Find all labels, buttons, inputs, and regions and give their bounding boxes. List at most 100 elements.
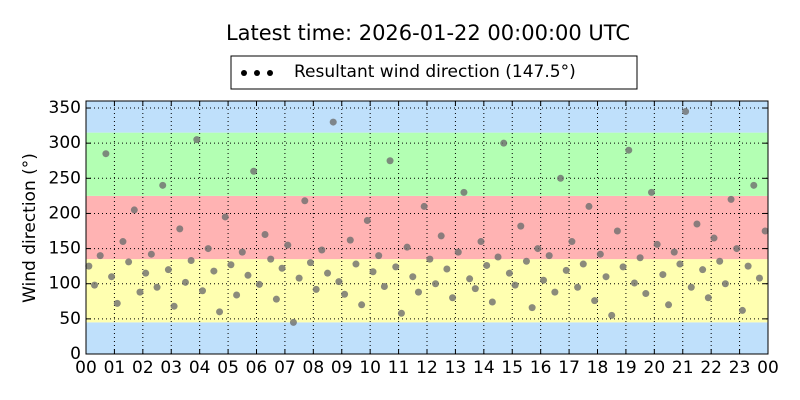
data-point (187, 257, 195, 265)
data-point (108, 273, 116, 281)
chart-title: Latest time: 2026-01-22 00:00:00 UTC (226, 21, 630, 45)
data-point (443, 265, 451, 273)
data-point (392, 263, 400, 271)
data-point (437, 232, 445, 240)
data-point (96, 252, 104, 260)
data-point (682, 108, 690, 116)
data-point (85, 262, 93, 270)
data-point (721, 280, 729, 288)
y-tick-label: 150 (49, 239, 81, 259)
data-point (488, 298, 496, 306)
data-point (466, 275, 474, 283)
data-point (687, 283, 695, 291)
data-point (238, 248, 246, 256)
data-point (255, 280, 263, 288)
data-point (534, 245, 542, 253)
data-point (136, 288, 144, 296)
data-point (693, 220, 701, 228)
data-point (176, 225, 184, 233)
x-tick-label: 05 (217, 358, 239, 378)
data-point (426, 255, 434, 263)
legend-marker (254, 70, 260, 76)
x-tick-label: 11 (388, 358, 410, 378)
data-point (761, 227, 769, 235)
data-point (414, 288, 422, 296)
data-point (585, 202, 593, 210)
data-point (164, 266, 172, 274)
data-point (522, 257, 530, 265)
data-point (494, 253, 502, 261)
data-point (625, 146, 633, 154)
data-point (716, 257, 724, 265)
x-tick-label: 10 (359, 358, 381, 378)
band (86, 132, 768, 196)
data-point (227, 261, 235, 269)
data-point (511, 281, 519, 289)
data-point (619, 263, 627, 271)
data-point (159, 181, 167, 189)
x-tick-label: 22 (700, 358, 722, 378)
x-tick-label: 12 (416, 358, 438, 378)
data-point (528, 304, 536, 312)
band (86, 322, 768, 354)
data-point (284, 241, 292, 249)
data-point (199, 287, 207, 295)
data-point (181, 278, 189, 286)
data-point (119, 238, 127, 246)
data-point (551, 288, 559, 296)
data-point (738, 306, 746, 314)
x-tick-label: 16 (530, 358, 552, 378)
data-point (602, 273, 610, 281)
x-tick-label: 03 (160, 358, 182, 378)
data-point (653, 240, 661, 248)
data-point (483, 261, 491, 269)
data-point (409, 273, 417, 281)
data-point (306, 259, 314, 267)
x-tick-label: 20 (644, 358, 666, 378)
data-point (517, 222, 525, 230)
data-point (250, 167, 258, 175)
y-tick-label: 300 (49, 133, 81, 153)
x-tick-label: 18 (587, 358, 609, 378)
x-tick-label: 01 (104, 358, 126, 378)
legend-marker (241, 70, 247, 76)
data-point (449, 294, 457, 302)
data-point (545, 252, 553, 260)
data-point (591, 297, 599, 305)
y-axis-label: Wind direction (°) (20, 153, 40, 303)
data-point (295, 274, 303, 282)
data-point (358, 301, 366, 309)
x-tick-label: 23 (729, 358, 751, 378)
data-point (312, 285, 320, 293)
y-tick-label: 250 (49, 168, 81, 188)
data-point (335, 278, 343, 286)
data-point (193, 136, 201, 144)
data-point (91, 281, 99, 289)
data-point (341, 290, 349, 298)
data-point (755, 274, 763, 282)
data-point (454, 248, 462, 256)
data-point (710, 234, 718, 242)
x-tick-label: 08 (303, 358, 325, 378)
data-point (375, 252, 383, 260)
data-point (613, 227, 621, 235)
data-point (670, 248, 678, 256)
data-point (318, 246, 326, 254)
data-point (210, 267, 218, 275)
data-point (579, 260, 587, 268)
data-point (403, 243, 411, 251)
data-point (733, 245, 741, 253)
data-point (665, 301, 673, 309)
data-point (568, 238, 576, 246)
data-point (221, 213, 229, 221)
data-point (397, 309, 405, 317)
data-point (352, 260, 360, 268)
data-point (204, 245, 212, 253)
x-tick-label: 09 (331, 358, 353, 378)
y-tick-label: 50 (59, 309, 81, 329)
data-point (244, 271, 252, 279)
data-point (346, 236, 354, 244)
data-point (477, 238, 485, 246)
data-point (267, 255, 275, 263)
